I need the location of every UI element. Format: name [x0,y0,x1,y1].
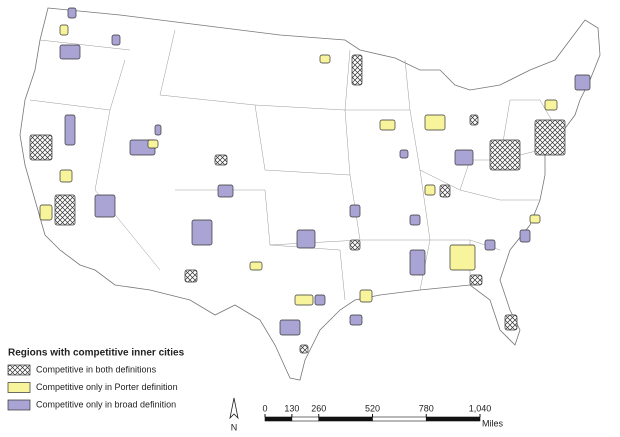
scale-label: 130 [284,403,299,413]
region [424,184,436,196]
north-label: N [231,422,238,432]
region [319,54,331,64]
region [111,34,121,46]
region [184,269,198,283]
north-arrow: N [229,397,239,432]
region [314,294,326,306]
region [519,229,531,243]
region [469,114,479,126]
region [351,54,363,86]
scale-bar: 0 130 260 520 780 1,040 Miles [262,403,503,428]
region [359,289,373,303]
region [299,344,309,354]
region [409,214,421,226]
north-arrow-shape [229,397,239,420]
region [349,204,361,218]
legend-label: Competitive only in broad definition [36,399,176,409]
scale-segment [318,416,373,422]
region [279,319,301,336]
region [489,139,521,171]
legend-swatch [7,364,31,376]
scale-segment [425,416,481,422]
region [147,139,159,149]
region [94,194,116,218]
region [54,194,76,226]
scale-label: 520 [365,403,380,413]
region [399,149,409,159]
legend-title: Regions with competitive inner cities [8,348,185,359]
region [59,44,81,60]
region [409,249,426,276]
region [504,314,518,331]
region [296,229,316,249]
legend-label: Competitive only in Porter definition [36,382,178,392]
legend-swatch [7,382,31,393]
region [484,239,496,251]
scale-label: 780 [419,403,434,413]
scale-label: 0 [262,403,267,413]
region [294,294,314,306]
region [544,99,558,111]
region [439,184,451,198]
region [449,244,476,271]
region [379,119,396,131]
legend-swatch [7,399,31,411]
region [67,7,77,19]
scale-label: 260 [311,403,326,413]
legend: Competitive in both definitions Competiti… [7,364,178,411]
region [454,149,474,166]
region [574,74,591,91]
region [64,114,76,146]
scale-segment [264,416,293,422]
scale-unit: Miles [482,418,504,428]
region [59,169,73,183]
region [29,134,53,161]
region [529,214,541,224]
scale-segment [372,416,427,422]
us-outline [19,7,601,381]
regions [29,7,591,354]
region [349,239,361,251]
region [154,124,162,136]
region [191,219,213,246]
scale-segment [291,416,320,422]
region [217,184,234,198]
region [469,274,483,286]
legend-label: Competitive in both definitions [36,364,157,374]
region [534,119,566,156]
region [39,204,53,221]
scale-label: 1,040 [469,403,492,413]
region [249,261,263,271]
region [59,24,69,36]
region [349,314,363,326]
region [214,154,228,166]
region [424,114,446,131]
